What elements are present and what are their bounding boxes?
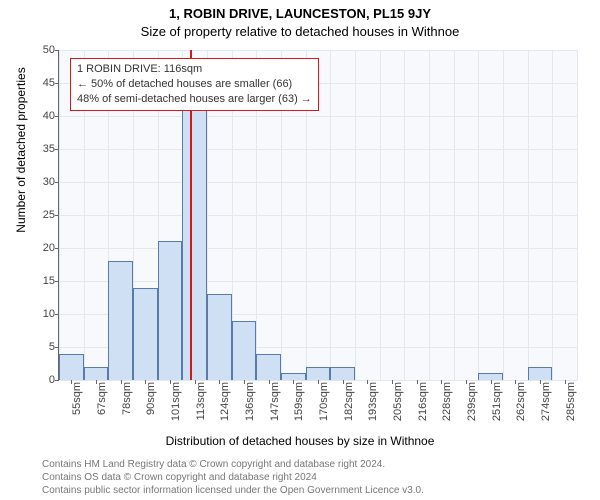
gridline-v — [552, 50, 553, 380]
gridline-h — [59, 149, 577, 150]
xtick-label: 147sqm — [269, 380, 281, 421]
gridline-h — [59, 182, 577, 183]
gridline-h — [59, 281, 577, 282]
histogram-bar — [108, 261, 133, 380]
ytick-label: 50 — [43, 44, 59, 56]
copyright-line: Contains HM Land Registry data © Crown c… — [42, 458, 424, 471]
histogram-bar — [84, 367, 109, 380]
xtick-label: 182sqm — [343, 380, 355, 421]
ytick-label: 40 — [43, 110, 59, 122]
histogram-bar — [182, 109, 207, 380]
xtick-label: 239sqm — [466, 380, 478, 421]
xtick-label: 90sqm — [145, 380, 157, 415]
annotation-line: 1 ROBIN DRIVE: 116sqm — [77, 62, 312, 77]
gridline-h — [59, 116, 577, 117]
xtick-label: 170sqm — [318, 380, 330, 421]
ytick-label: 20 — [43, 242, 59, 254]
xtick-label: 285sqm — [565, 380, 577, 421]
ytick-label: 15 — [43, 275, 59, 287]
xtick-label: 67sqm — [96, 380, 108, 415]
ytick-label: 35 — [43, 143, 59, 155]
histogram-bar — [207, 294, 232, 380]
histogram-bar — [158, 241, 183, 380]
histogram-bar — [232, 321, 257, 380]
copyright-line: Contains public sector information licen… — [42, 484, 424, 497]
xtick-label: 228sqm — [441, 380, 453, 421]
copyright-footer: Contains HM Land Registry data © Crown c… — [42, 458, 424, 497]
gridline-v — [404, 50, 405, 380]
gridline-h — [59, 215, 577, 216]
ytick-label: 0 — [49, 374, 59, 386]
histogram-bar — [306, 367, 331, 380]
xtick-label: 124sqm — [219, 380, 231, 421]
histogram-bar — [59, 354, 84, 380]
annotation-line: ← 50% of detached houses are smaller (66… — [77, 77, 312, 92]
x-axis-label: Distribution of detached houses by size … — [0, 434, 600, 448]
ytick-label: 25 — [43, 209, 59, 221]
gridline-v — [503, 50, 504, 380]
gridline-h — [59, 248, 577, 249]
gridline-v — [59, 50, 60, 380]
xtick-label: 136sqm — [244, 380, 256, 421]
annotation-box: 1 ROBIN DRIVE: 116sqm← 50% of detached h… — [70, 58, 319, 111]
gridline-v — [454, 50, 455, 380]
xtick-label: 113sqm — [195, 380, 207, 420]
chart-container: 1, ROBIN DRIVE, LAUNCESTON, PL15 9JY Siz… — [0, 0, 600, 500]
xtick-label: 251sqm — [491, 380, 503, 421]
xtick-label: 216sqm — [417, 380, 429, 421]
histogram-bar — [330, 367, 355, 380]
gridline-v — [330, 50, 331, 380]
histogram-bar — [281, 373, 306, 380]
histogram-bar — [133, 288, 158, 380]
ytick-label: 45 — [43, 77, 59, 89]
xtick-label: 205sqm — [392, 380, 404, 421]
xtick-label: 55sqm — [71, 380, 83, 415]
histogram-bar — [478, 373, 503, 380]
xtick-label: 262sqm — [515, 380, 527, 421]
xtick-label: 101sqm — [170, 380, 182, 421]
page-subtitle: Size of property relative to detached ho… — [0, 24, 600, 39]
histogram-bar — [528, 367, 553, 380]
annotation-line: 48% of semi-detached houses are larger (… — [77, 92, 312, 107]
histogram-bar — [256, 354, 281, 380]
y-axis-label: Number of detached properties — [14, 0, 28, 315]
page-title: 1, ROBIN DRIVE, LAUNCESTON, PL15 9JY — [0, 6, 600, 21]
copyright-line: Contains OS data © Crown copyright and d… — [42, 471, 424, 484]
xtick-label: 159sqm — [293, 380, 305, 421]
gridline-v — [528, 50, 529, 380]
gridline-v — [355, 50, 356, 380]
xtick-label: 274sqm — [540, 380, 552, 421]
gridline-h — [59, 50, 577, 51]
gridline-v — [429, 50, 430, 380]
gridline-v — [577, 50, 578, 380]
xtick-label: 78sqm — [121, 380, 133, 415]
ytick-label: 5 — [49, 341, 59, 353]
gridline-v — [478, 50, 479, 380]
xtick-label: 193sqm — [367, 380, 379, 421]
ytick-label: 10 — [43, 308, 59, 320]
gridline-v — [380, 50, 381, 380]
ytick-label: 30 — [43, 176, 59, 188]
